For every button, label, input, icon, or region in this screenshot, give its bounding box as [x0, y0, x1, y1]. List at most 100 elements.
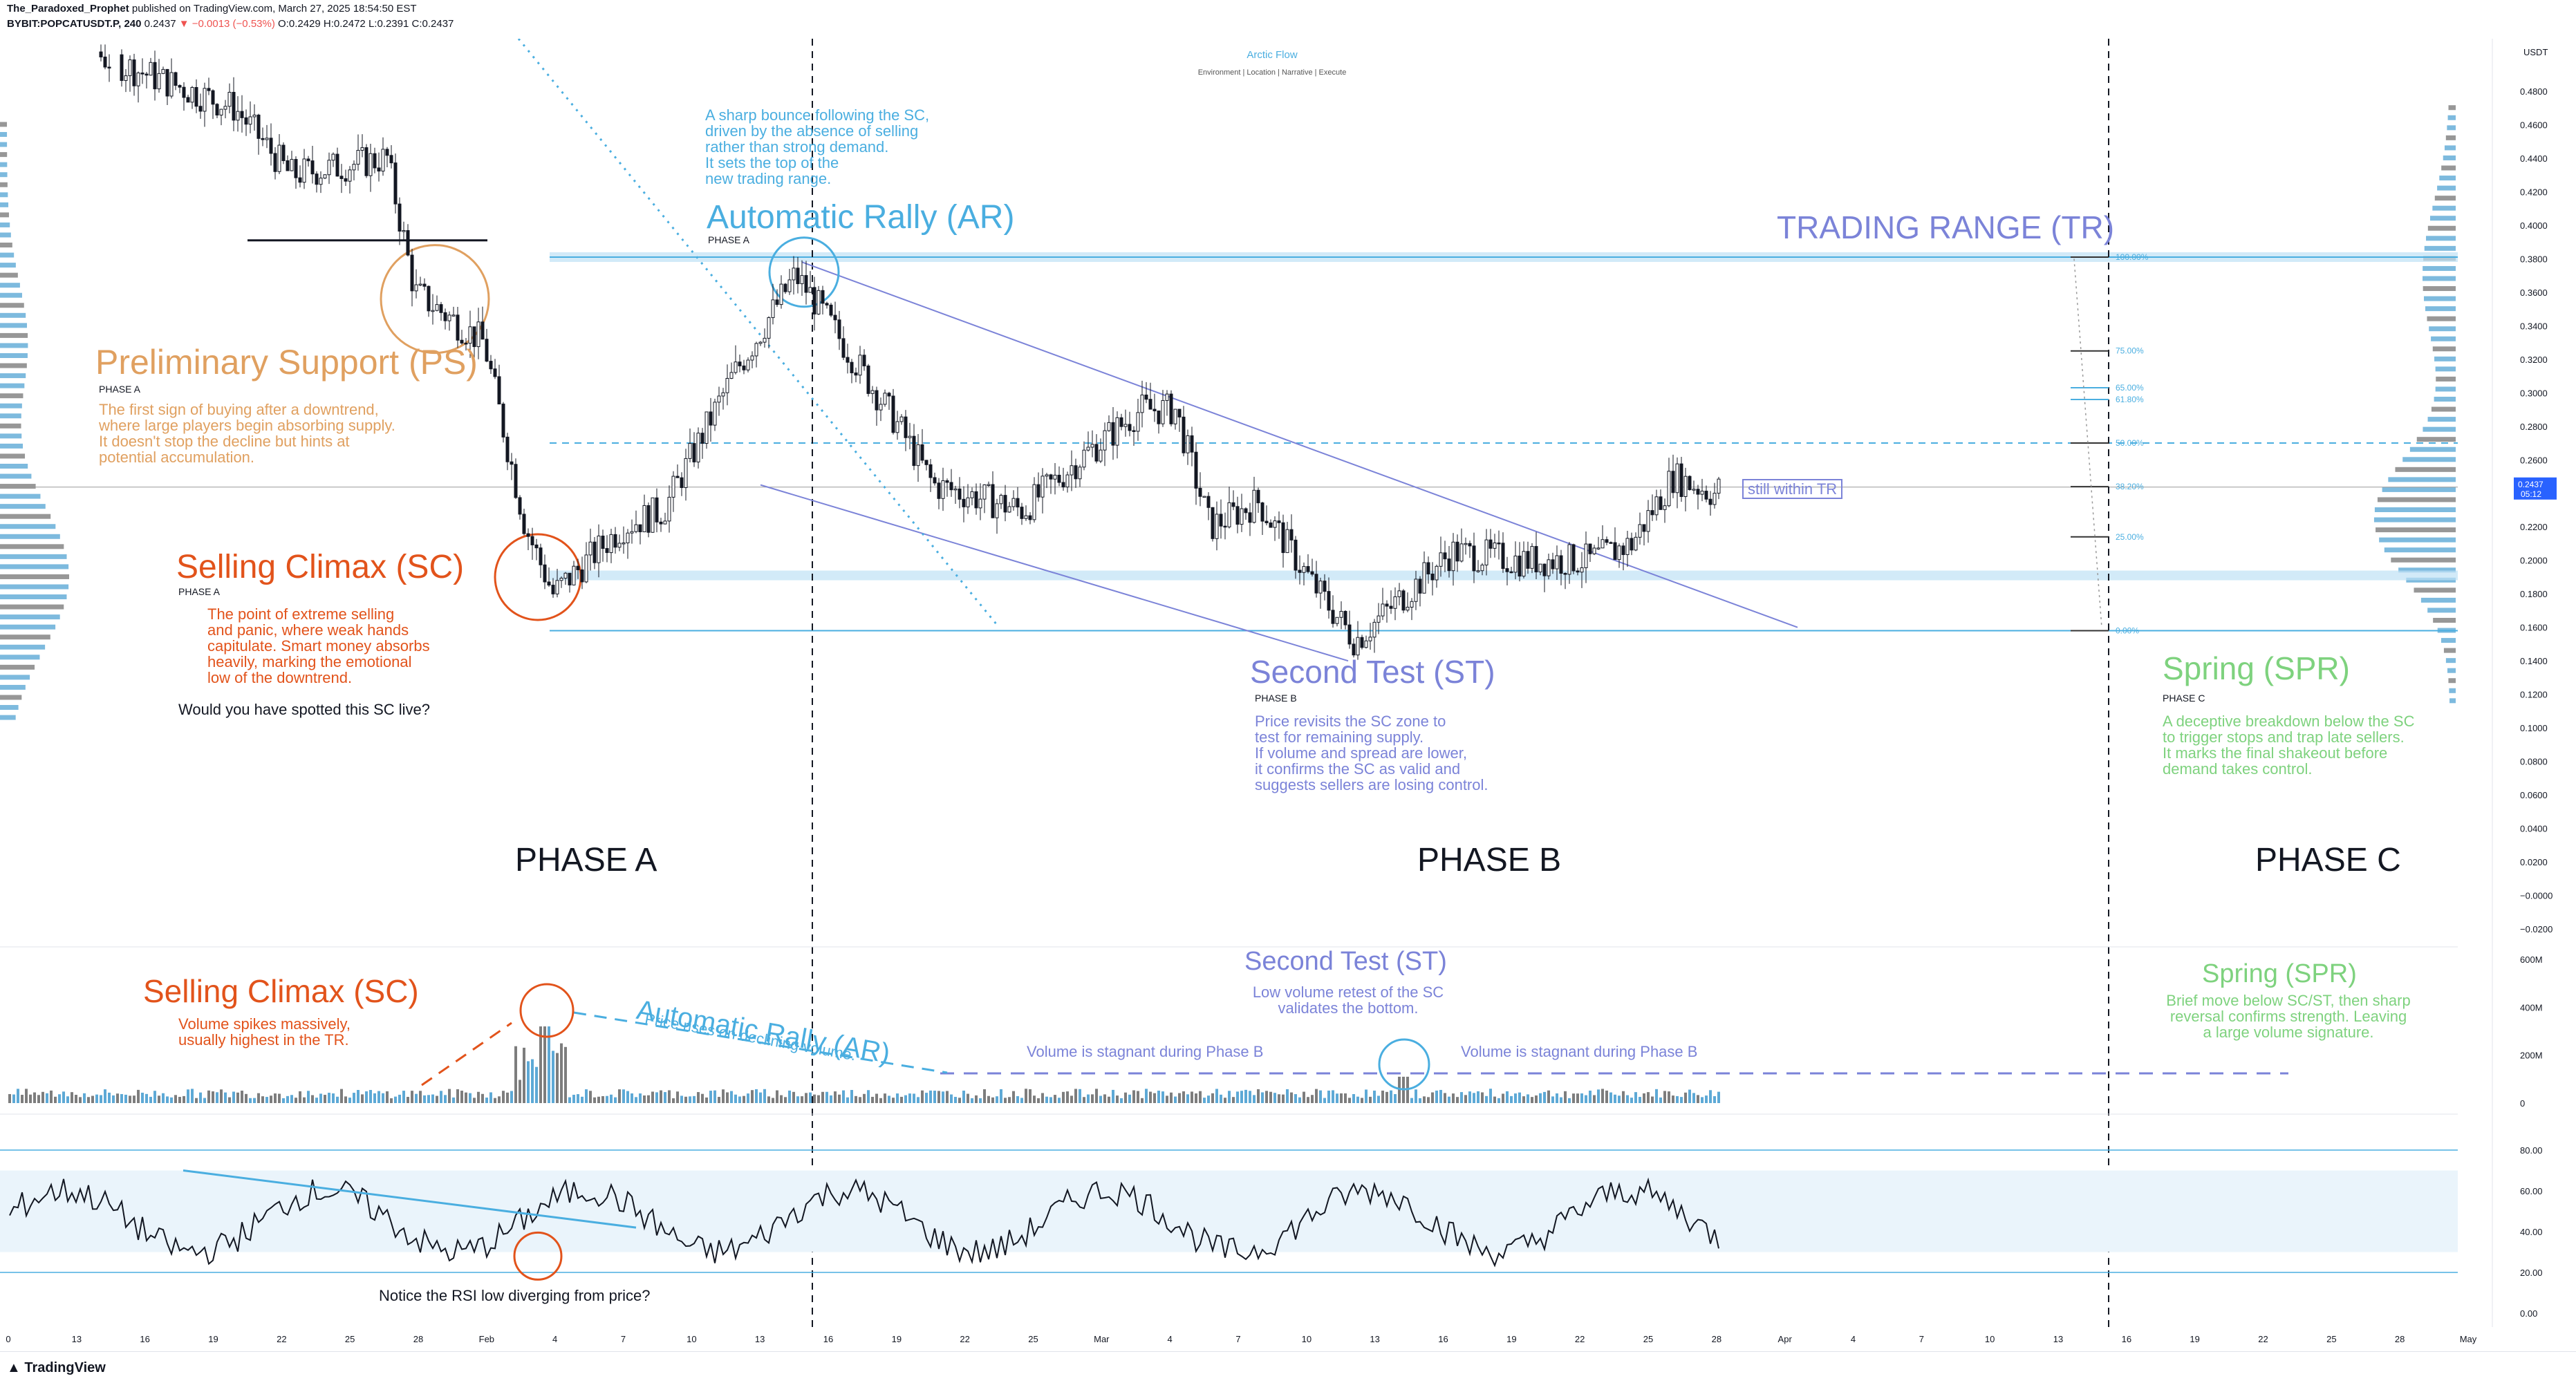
volume-bar — [261, 1096, 264, 1103]
author-name[interactable]: The_Paradoxed_Prophet — [7, 3, 129, 15]
time-axis-tick: 7 — [1919, 1334, 1924, 1344]
volume-bar — [987, 1095, 990, 1103]
candle-body — [1696, 489, 1700, 495]
volume-bar — [643, 1095, 646, 1103]
candle-body — [443, 312, 447, 321]
volume-profile-bar — [2373, 517, 2456, 523]
volume-bar — [1655, 1089, 1658, 1103]
volume-bar — [365, 1091, 368, 1103]
candle-body — [1418, 578, 1422, 594]
candle-body — [1385, 603, 1389, 607]
volume-profile-bar — [0, 142, 8, 147]
volume-bar — [622, 1089, 625, 1103]
volume-bar — [1423, 1096, 1426, 1103]
candle-body — [1381, 603, 1385, 617]
candle-body — [576, 565, 580, 570]
candle-body — [1202, 496, 1206, 498]
volume-bar — [1373, 1090, 1376, 1103]
candle-body — [1505, 568, 1509, 572]
countdown-label: 05:12 — [2521, 489, 2541, 499]
volume-profile-bar — [0, 534, 60, 539]
volume-profile-bar — [2429, 326, 2456, 332]
candle-body — [1053, 474, 1057, 480]
volume-bar — [1224, 1098, 1226, 1103]
volume-profile-bar — [2433, 617, 2456, 623]
volume-bar — [1709, 1090, 1712, 1103]
volume-profile-bar — [2423, 276, 2456, 281]
volume-bar — [925, 1093, 928, 1103]
volume-bar — [693, 1095, 696, 1103]
candle-body — [837, 319, 841, 339]
candle-body — [796, 267, 800, 285]
time-axis-tick: 16 — [1438, 1334, 1448, 1344]
volume-profile-bar — [2449, 698, 2456, 704]
candle-body — [1074, 465, 1078, 480]
candle-body — [601, 536, 605, 549]
volume-bar — [1116, 1095, 1119, 1103]
candle-body — [1518, 555, 1522, 577]
volume-bar — [1249, 1091, 1251, 1103]
volume-profile-bar — [2432, 205, 2456, 211]
candle-body — [1659, 496, 1663, 510]
candle-body — [1240, 508, 1244, 525]
volume-profile-bar — [0, 132, 8, 138]
tradingview-logo[interactable]: ▲ TradingView — [7, 1360, 106, 1376]
volume-bar — [593, 1097, 596, 1103]
last-price: 0.2437 — [144, 18, 176, 30]
volume-bar — [120, 1093, 123, 1103]
volume-bar — [1157, 1090, 1160, 1103]
volume-bar — [601, 1095, 604, 1103]
volume-bar — [382, 1093, 384, 1103]
candle-body — [1327, 591, 1331, 611]
candle-body — [215, 104, 219, 116]
volume-bar — [1269, 1091, 1272, 1103]
volume-bar — [825, 1091, 828, 1103]
time-axis-tick: 4 — [552, 1334, 557, 1344]
candle-body — [1323, 581, 1327, 592]
time-axis-tick: Mar — [1094, 1334, 1110, 1344]
volume-axis-tick: 0 — [2520, 1098, 2525, 1109]
volume-bar — [539, 1026, 542, 1103]
volume-bar — [1684, 1092, 1687, 1103]
volume-bar — [79, 1097, 82, 1103]
tr-title: TRADING RANGE (TR) — [1777, 209, 2115, 245]
volume-bar — [1070, 1095, 1073, 1103]
candle-body — [1708, 498, 1712, 505]
candle-body — [891, 395, 895, 433]
volume-bar — [1663, 1091, 1666, 1103]
time-axis-tick: 0 — [6, 1334, 10, 1344]
volume-bar — [577, 1094, 579, 1103]
candle-body — [1443, 552, 1447, 560]
volume-bar — [527, 1061, 530, 1103]
volume-bar — [1659, 1097, 1662, 1103]
candle-body — [410, 254, 414, 292]
volume-bar — [1025, 1089, 1027, 1103]
volume-profile-bar — [2437, 185, 2456, 191]
volume-bar — [319, 1093, 322, 1103]
volume-profile-bar — [0, 564, 69, 570]
price-chart[interactable]: USDT 0.4800 0.4600 0.4400 0.4200 0.4000 0.3800… — [0, 39, 2576, 1351]
volume-bar — [62, 1091, 65, 1103]
volume-bar — [581, 1096, 584, 1103]
volume-bar — [1352, 1093, 1355, 1103]
candle-body — [970, 491, 974, 498]
fib-label: 50.00% — [2116, 438, 2144, 448]
time-axis-tick: 22 — [1575, 1334, 1585, 1344]
volume-bar — [1643, 1093, 1645, 1103]
candle-body — [120, 54, 124, 82]
volume-bar — [311, 1095, 314, 1103]
volume-bar — [315, 1098, 318, 1103]
volume-bar — [560, 1043, 563, 1103]
candle-body — [879, 404, 883, 411]
volume-bar — [900, 1096, 903, 1103]
volume-profile-bar — [0, 212, 9, 218]
volume-bar — [680, 1095, 683, 1103]
symbol-label[interactable]: BYBIT:POPCATUSDT.P, 240 — [7, 18, 142, 30]
candle-body — [248, 116, 252, 125]
candle-body — [1513, 555, 1518, 573]
volume-bar — [212, 1091, 214, 1103]
volume-bar — [734, 1094, 737, 1103]
rsi-axis-tick: 40.00 — [2520, 1227, 2543, 1237]
volume-bar — [1161, 1091, 1164, 1103]
volume-bar — [54, 1096, 57, 1103]
